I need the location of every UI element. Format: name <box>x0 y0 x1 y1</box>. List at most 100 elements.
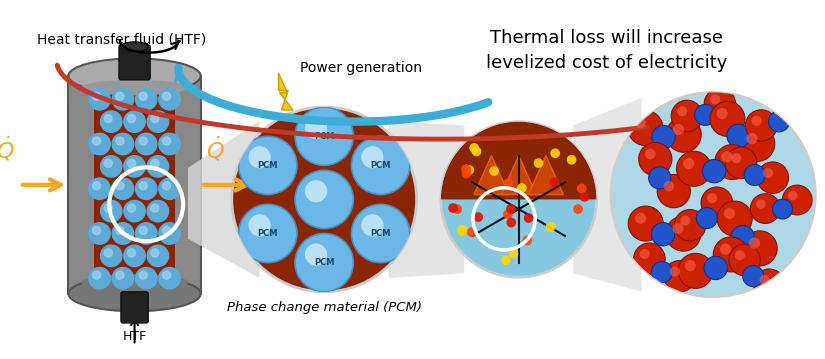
Circle shape <box>139 137 148 145</box>
Circle shape <box>676 151 711 186</box>
Circle shape <box>756 199 766 209</box>
Circle shape <box>139 271 148 279</box>
Circle shape <box>472 146 481 157</box>
Circle shape <box>524 213 534 223</box>
Circle shape <box>147 245 168 266</box>
Circle shape <box>89 133 111 155</box>
Circle shape <box>101 111 122 132</box>
Circle shape <box>305 180 327 202</box>
Circle shape <box>101 200 122 222</box>
Circle shape <box>305 243 327 266</box>
Circle shape <box>522 236 532 245</box>
Circle shape <box>677 106 687 116</box>
FancyBboxPatch shape <box>121 292 148 323</box>
Circle shape <box>503 178 513 188</box>
Circle shape <box>135 133 157 155</box>
Circle shape <box>763 168 773 178</box>
Circle shape <box>124 200 145 222</box>
Circle shape <box>703 159 726 183</box>
FancyBboxPatch shape <box>81 88 94 282</box>
Circle shape <box>611 93 815 297</box>
Circle shape <box>151 115 159 123</box>
Circle shape <box>474 212 483 222</box>
Circle shape <box>742 231 777 266</box>
Circle shape <box>295 233 353 292</box>
Circle shape <box>746 110 777 141</box>
Circle shape <box>772 199 793 219</box>
Circle shape <box>163 227 171 234</box>
Circle shape <box>753 269 785 300</box>
Circle shape <box>673 124 684 135</box>
Circle shape <box>664 261 695 292</box>
Circle shape <box>151 159 159 167</box>
Circle shape <box>116 92 124 101</box>
Circle shape <box>710 94 720 104</box>
Text: HTF: HTF <box>122 330 147 343</box>
Circle shape <box>139 227 148 234</box>
Circle shape <box>714 237 748 272</box>
Circle shape <box>163 182 171 190</box>
Circle shape <box>295 107 353 165</box>
Ellipse shape <box>81 80 188 95</box>
Circle shape <box>545 222 555 232</box>
Circle shape <box>672 100 703 132</box>
Circle shape <box>89 223 111 244</box>
Circle shape <box>508 248 518 258</box>
Circle shape <box>112 267 134 289</box>
Circle shape <box>467 227 477 237</box>
Text: PCM: PCM <box>257 229 278 238</box>
Polygon shape <box>279 73 293 110</box>
Circle shape <box>159 89 180 110</box>
Circle shape <box>112 133 134 155</box>
Circle shape <box>534 158 544 168</box>
Circle shape <box>441 122 596 277</box>
Text: $\dot{Q}$: $\dot{Q}$ <box>205 135 224 163</box>
Circle shape <box>89 89 111 110</box>
Circle shape <box>128 115 135 123</box>
Circle shape <box>135 267 157 289</box>
Circle shape <box>707 193 717 203</box>
Text: PCM: PCM <box>370 161 391 170</box>
Circle shape <box>720 243 731 255</box>
Circle shape <box>648 167 671 189</box>
Circle shape <box>728 244 761 276</box>
Circle shape <box>469 143 479 153</box>
Circle shape <box>639 249 650 259</box>
Circle shape <box>757 162 789 194</box>
Circle shape <box>672 223 684 234</box>
Circle shape <box>701 187 733 219</box>
Circle shape <box>634 117 646 128</box>
Circle shape <box>782 98 792 108</box>
Circle shape <box>128 204 135 212</box>
Circle shape <box>238 136 297 195</box>
Polygon shape <box>474 156 509 195</box>
Circle shape <box>464 165 474 175</box>
FancyBboxPatch shape <box>68 76 200 294</box>
Circle shape <box>147 156 168 177</box>
Circle shape <box>124 245 145 266</box>
Wedge shape <box>441 122 596 200</box>
Circle shape <box>652 223 675 246</box>
Circle shape <box>104 159 112 167</box>
Circle shape <box>705 88 736 120</box>
Circle shape <box>151 204 159 212</box>
Polygon shape <box>573 98 642 292</box>
Text: PCM: PCM <box>314 258 334 267</box>
Circle shape <box>727 124 750 148</box>
Circle shape <box>163 137 171 145</box>
Circle shape <box>747 133 757 144</box>
Circle shape <box>112 178 134 200</box>
Circle shape <box>782 185 812 215</box>
Circle shape <box>674 210 706 241</box>
Circle shape <box>704 256 728 280</box>
Circle shape <box>670 266 680 276</box>
Circle shape <box>696 208 717 229</box>
Circle shape <box>92 271 101 279</box>
Circle shape <box>232 107 417 292</box>
Circle shape <box>305 117 327 139</box>
Circle shape <box>351 204 410 263</box>
Circle shape <box>776 92 808 124</box>
Circle shape <box>742 266 764 286</box>
Circle shape <box>717 108 728 119</box>
Circle shape <box>507 218 516 228</box>
